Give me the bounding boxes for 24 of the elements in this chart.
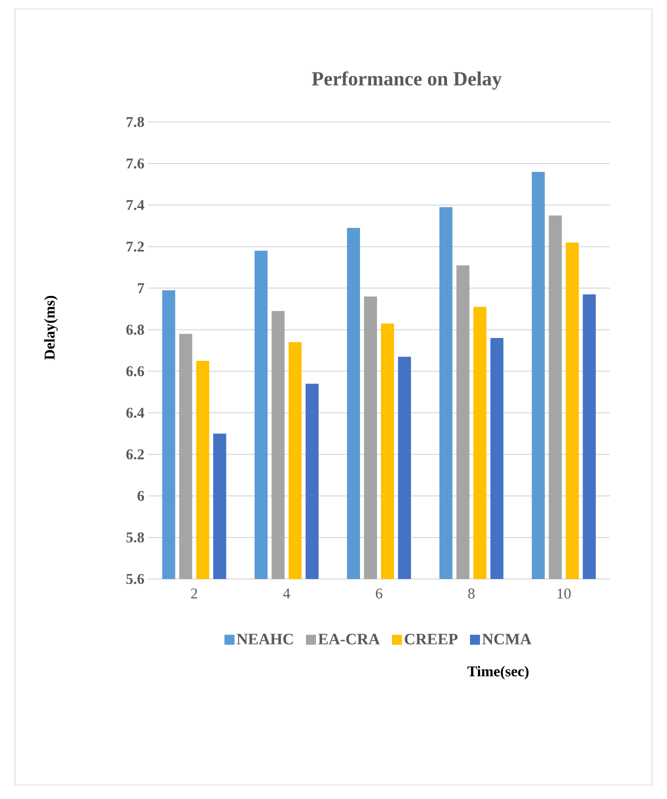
y-tick-label: 7.6 bbox=[126, 158, 144, 169]
y-tick-label: 5.8 bbox=[126, 532, 144, 543]
x-tick-label: 4 bbox=[283, 588, 290, 598]
y-tick-label: 7.4 bbox=[126, 200, 144, 210]
legend-label: EA-CRA bbox=[318, 634, 380, 644]
y-tick-label: 6.4 bbox=[126, 408, 144, 418]
y-tick-label: 7.8 bbox=[126, 116, 144, 128]
legend-label: NEAHC bbox=[236, 634, 293, 644]
y-tick-label: 7.2 bbox=[126, 242, 144, 252]
legend-label: NCMA bbox=[482, 634, 532, 644]
x-axis-title: Time(sec) bbox=[467, 666, 529, 680]
chart-title: Performance on Delay bbox=[312, 71, 502, 90]
y-tick-label: 6.6 bbox=[126, 366, 144, 376]
x-tick-label: 8 bbox=[468, 588, 475, 599]
y-tick-label: 7 bbox=[138, 283, 144, 294]
y-axis-title: Delay(ms) bbox=[44, 296, 58, 360]
y-tick-label: 5.6 bbox=[126, 574, 144, 584]
y-tick-label: 6 bbox=[138, 490, 144, 501]
x-tick-label: 2 bbox=[191, 588, 198, 598]
x-tick-label: 6 bbox=[376, 588, 382, 599]
legend-label: CREEP bbox=[404, 634, 458, 644]
y-tick-label: 6.2 bbox=[126, 449, 144, 460]
x-tick-label: 10 bbox=[558, 588, 571, 599]
y-tick-label: 6.8 bbox=[126, 324, 144, 335]
